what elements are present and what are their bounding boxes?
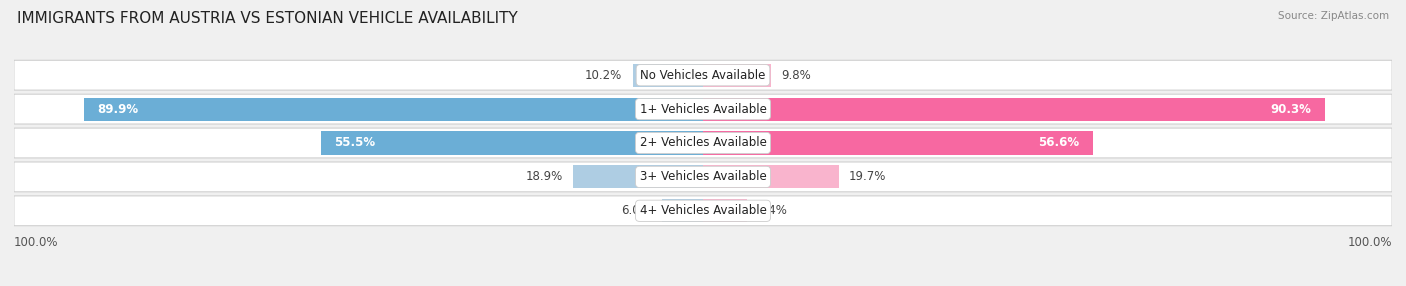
Text: 56.6%: 56.6%: [1038, 136, 1080, 150]
Text: 19.7%: 19.7%: [849, 170, 886, 183]
Text: 90.3%: 90.3%: [1271, 103, 1312, 116]
Text: No Vehicles Available: No Vehicles Available: [640, 69, 766, 82]
Bar: [662, 199, 703, 222]
Text: 55.5%: 55.5%: [335, 136, 375, 150]
Text: Source: ZipAtlas.com: Source: ZipAtlas.com: [1278, 11, 1389, 21]
Text: 1+ Vehicles Available: 1+ Vehicles Available: [640, 103, 766, 116]
Bar: [572, 165, 703, 188]
FancyBboxPatch shape: [14, 162, 1392, 192]
Bar: [703, 64, 770, 87]
Bar: [703, 199, 747, 222]
Bar: [633, 64, 703, 87]
Text: 2+ Vehicles Available: 2+ Vehicles Available: [640, 136, 766, 150]
Text: 10.2%: 10.2%: [585, 69, 623, 82]
Text: 6.4%: 6.4%: [758, 204, 787, 217]
Bar: [83, 98, 703, 121]
Bar: [703, 132, 1092, 154]
FancyBboxPatch shape: [14, 60, 1392, 90]
Text: 89.9%: 89.9%: [97, 103, 139, 116]
FancyBboxPatch shape: [14, 94, 1392, 124]
Text: 4+ Vehicles Available: 4+ Vehicles Available: [640, 204, 766, 217]
Text: 18.9%: 18.9%: [526, 170, 562, 183]
FancyBboxPatch shape: [14, 128, 1392, 158]
Text: 100.0%: 100.0%: [1347, 236, 1392, 249]
FancyBboxPatch shape: [14, 196, 1392, 226]
Text: IMMIGRANTS FROM AUSTRIA VS ESTONIAN VEHICLE AVAILABILITY: IMMIGRANTS FROM AUSTRIA VS ESTONIAN VEHI…: [17, 11, 517, 26]
Text: 3+ Vehicles Available: 3+ Vehicles Available: [640, 170, 766, 183]
Bar: [703, 165, 839, 188]
Text: 100.0%: 100.0%: [14, 236, 59, 249]
Text: 9.8%: 9.8%: [780, 69, 811, 82]
Text: 6.0%: 6.0%: [621, 204, 651, 217]
Bar: [321, 132, 703, 154]
Bar: [703, 98, 1324, 121]
